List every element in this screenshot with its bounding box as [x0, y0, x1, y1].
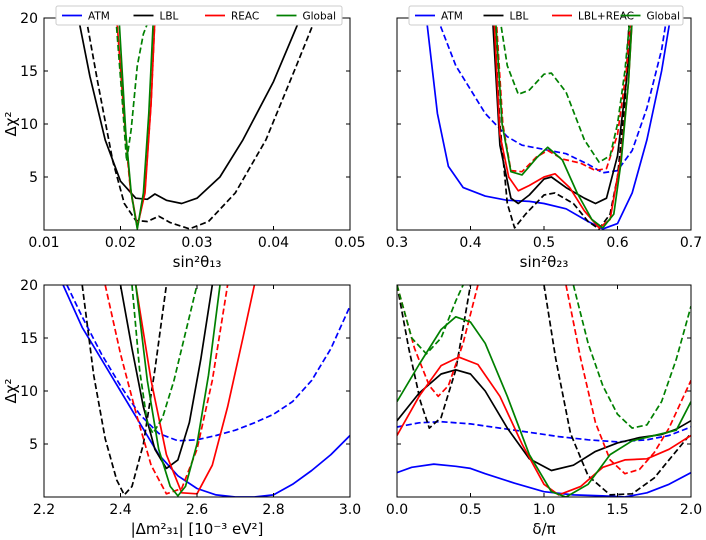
- legend-entry: REAC: [231, 11, 259, 23]
- y-tick-label: 15: [20, 331, 38, 347]
- legend-box: [408, 5, 684, 26]
- y-axis-label: Δχ²: [2, 379, 20, 404]
- series-line-global-dashed: [572, 285, 691, 429]
- x-tick-label: 0.5: [533, 235, 555, 251]
- series-line-atm-dashed: [66, 285, 350, 442]
- series-line-lbl-dashed: [81, 285, 168, 496]
- y-tick-label: 20: [20, 11, 38, 27]
- series-line-lbl-dashed: [493, 18, 631, 230]
- x-tick-label: 2.6: [186, 502, 208, 518]
- series-group: [62, 285, 350, 497]
- legend-entry: Global: [647, 11, 681, 23]
- axes-frame: [43, 284, 351, 498]
- series-line-reac-dashed: [397, 285, 479, 398]
- x-tick-label: 0.04: [258, 235, 289, 251]
- x-tick-label: 0.6: [606, 235, 628, 251]
- x-tick-label: 2.2: [33, 502, 55, 518]
- panel-2: 0.3 0.4 0.5 0.6 0.7 sin²θ₂₃ ATM LBL LBL+REAC Glob…: [386, 5, 702, 271]
- series-line-reac-dashed: [104, 285, 229, 495]
- x-tick-label: 0.7: [680, 235, 702, 251]
- legend-entry: LBL+REAC: [578, 11, 634, 23]
- series-group: [397, 285, 691, 497]
- series-line-global-solid: [397, 315, 691, 497]
- x-tick-label: 0.4: [459, 235, 481, 251]
- axes-frame: [396, 17, 692, 231]
- legend-entry: ATM: [88, 11, 110, 23]
- panel-4: 0.0 0.5 1.0 1.5 2.0 δ/π: [386, 284, 702, 538]
- series-line-lbl-dashed: [85, 18, 317, 230]
- panel-3: 2.2 2.4 2.6 2.8 3.0 5 10 15 20 |Δm²₃₁| [10⁻³ eV²]…: [2, 278, 361, 538]
- x-tick-label: 0.05: [334, 235, 365, 251]
- x-axis-label: sin²θ₁₃: [173, 253, 222, 271]
- series-group: [425, 18, 672, 230]
- legend-entry: Global: [303, 11, 337, 23]
- panel-1: 0.01 0.02 0.03 0.04 0.05 5 10 15 20 sin²θ₁₃ Δχ² ATM…: [2, 5, 366, 271]
- x-tick-label: 0.5: [459, 502, 481, 518]
- x-axis-label: sin²θ₂₃: [520, 253, 569, 271]
- legend-entry: LBL: [160, 11, 179, 23]
- series-line-lbl-solid: [119, 285, 214, 470]
- series-line-lbl-dashed: [397, 285, 472, 429]
- y-tick-label: 10: [20, 117, 38, 133]
- x-tick-label: 0.03: [181, 235, 212, 251]
- series-line-lbl-solid: [397, 368, 691, 472]
- series-line-global-solid: [134, 285, 221, 497]
- legend: ATM LBL REAC Global: [55, 5, 343, 26]
- x-tick-label: 1.0: [533, 502, 555, 518]
- series-line-atm-solid: [62, 285, 350, 497]
- series-line-lbl-dashed: [543, 285, 691, 496]
- x-tick-label: 0.0: [386, 502, 408, 518]
- y-tick-label: 20: [20, 278, 38, 294]
- y-tick-label: 5: [29, 170, 38, 186]
- x-tick-label: 2.0: [680, 502, 702, 518]
- series-group: [77, 18, 317, 230]
- x-axis-label: δ/π: [532, 520, 555, 538]
- y-tick-label: 5: [29, 437, 38, 453]
- series-line-atm-solid: [425, 18, 672, 230]
- series-line-global-dashed: [499, 18, 631, 164]
- x-tick-label: 0.3: [386, 235, 408, 251]
- series-line-reac-solid: [397, 356, 691, 496]
- x-tick-label: 0.01: [28, 235, 59, 251]
- x-tick-label: 1.5: [606, 502, 628, 518]
- series-line-global-dashed: [115, 18, 151, 162]
- x-tick-label: 3.0: [339, 502, 361, 518]
- x-tick-label: 2.4: [109, 502, 131, 518]
- x-tick-label: 2.8: [262, 502, 284, 518]
- series-line-lbl-solid: [491, 18, 634, 205]
- x-tick-label: 0.02: [105, 235, 136, 251]
- series-line-global-solid: [118, 18, 155, 230]
- series-line-atm-solid: [397, 463, 691, 497]
- legend-entry: ATM: [441, 11, 463, 23]
- y-axis-label: Δχ²: [2, 112, 20, 137]
- series-line-lbl-solid: [77, 18, 302, 205]
- legend-entry: LBL: [510, 11, 529, 23]
- legend: ATM LBL LBL+REAC Global: [408, 5, 684, 26]
- x-axis-label: |Δm²₃₁| [10⁻³ eV²]: [131, 520, 264, 538]
- series-line-lbl-reac-dashed: [495, 18, 632, 173]
- series-line-atm-dashed: [436, 18, 668, 174]
- y-tick-label: 15: [20, 64, 38, 80]
- series-line-lbl-reac-solid: [493, 18, 634, 229]
- series-line-global-solid: [494, 18, 634, 229]
- series-line-global-dashed: [131, 285, 198, 435]
- series-line-reac-dashed: [565, 285, 691, 475]
- y-tick-label: 10: [20, 384, 38, 400]
- legend-box: [55, 5, 343, 26]
- series-line-global-dashed: [397, 285, 464, 355]
